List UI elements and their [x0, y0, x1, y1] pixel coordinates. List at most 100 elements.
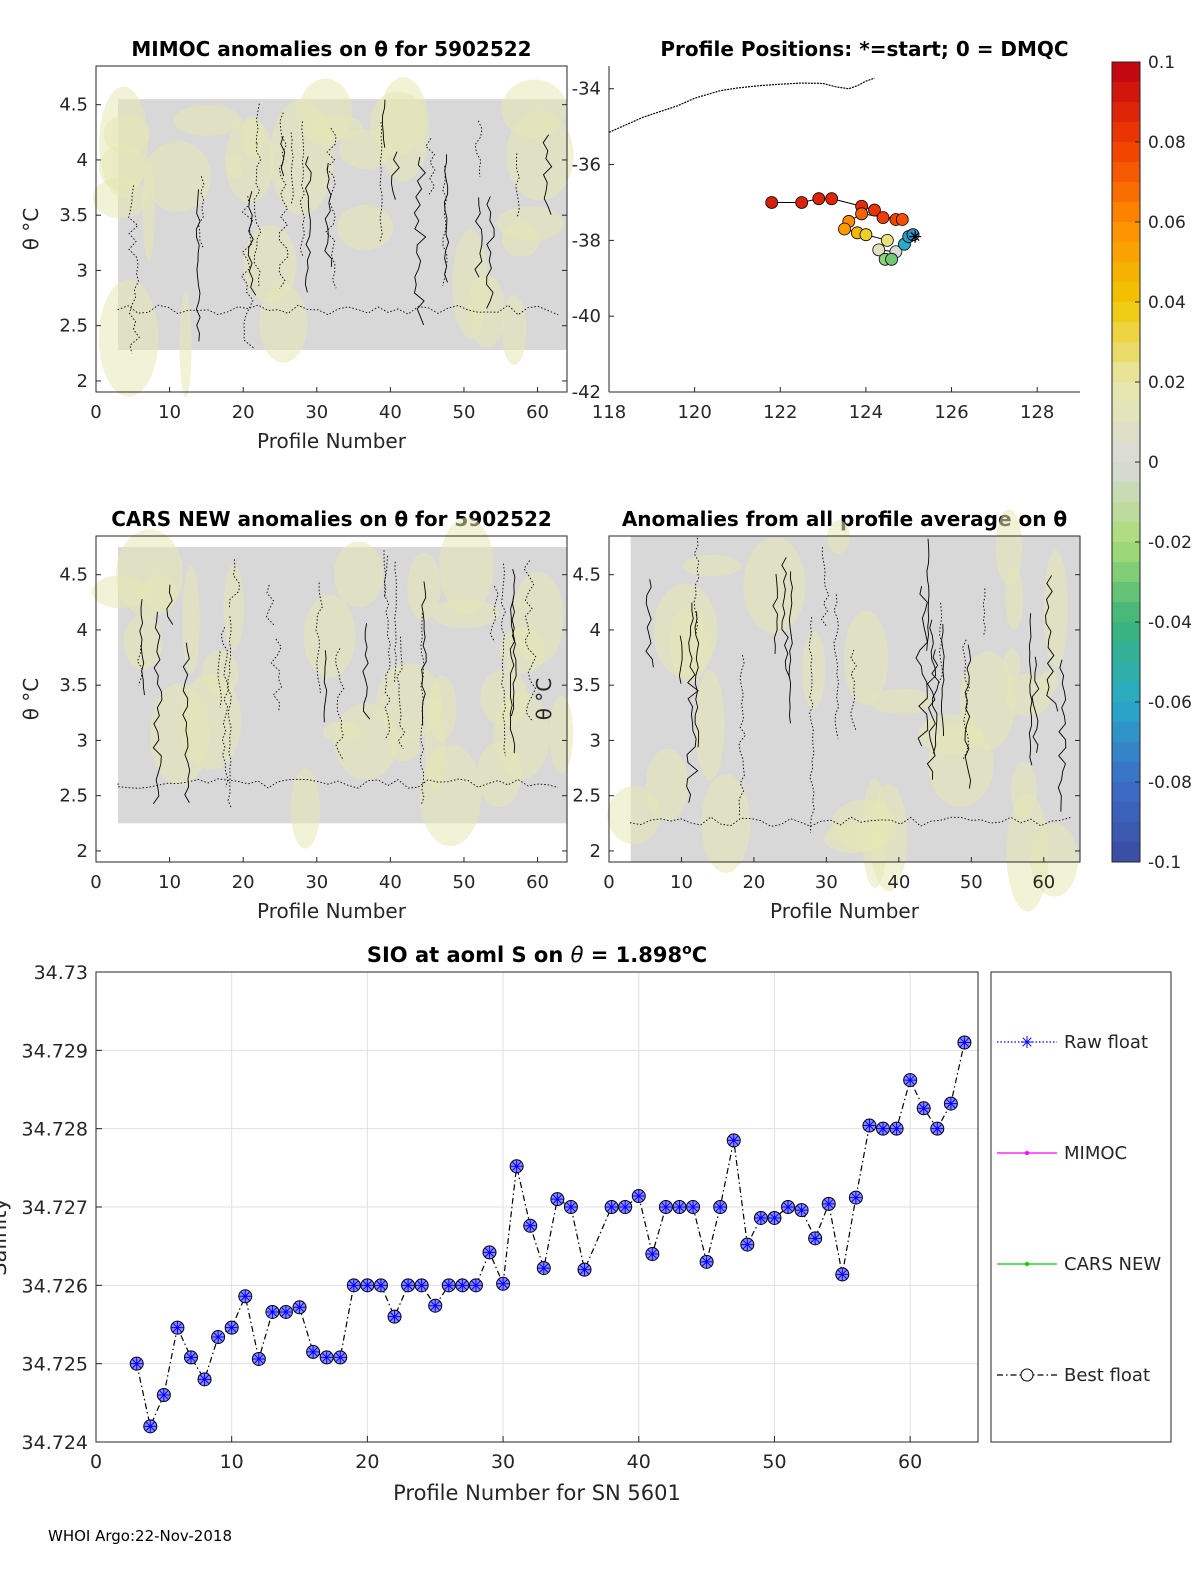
raw-float-point — [551, 1193, 564, 1206]
colorbar-segment — [1112, 62, 1140, 83]
cars-tint-patch — [512, 571, 564, 665]
mimoc-contour-line — [247, 191, 257, 296]
mimoc-panel: MIMOC anomalies on θ for 5902522 0 10 20 30 4… — [19, 37, 574, 453]
mimoc-tint-patch — [377, 76, 430, 182]
mimoc-tint-patch — [179, 292, 192, 398]
allprof-contour-line — [645, 579, 654, 668]
cars-xtick-label: 0 — [90, 872, 101, 893]
raw-float-point — [293, 1301, 306, 1314]
legend-label: Best float — [1064, 1365, 1150, 1386]
profile-position-marker — [825, 192, 839, 206]
mimoc-contour-line — [325, 127, 337, 289]
allprof-contour-line — [738, 655, 747, 816]
raw-float-point — [673, 1201, 686, 1213]
salinity-xtick-label: 60 — [898, 1451, 922, 1473]
mimoc-tint-patch — [298, 78, 353, 147]
allprof-contour-line — [982, 588, 986, 637]
allprof-contour-line — [820, 547, 830, 628]
mimoc-tint-patch — [98, 279, 159, 397]
mimoc-ytick-label: 3.5 — [59, 205, 88, 226]
cars-tint-patch — [493, 691, 550, 780]
cars-xtick-label: 20 — [232, 872, 255, 893]
positions-ytick-label: -42 — [572, 382, 601, 403]
raw-float-point — [361, 1279, 374, 1292]
salinity-ytick-label: 34.727 — [22, 1197, 88, 1219]
cars-panel: CARS NEW anomalies on θ for 5902522 0 10 20… — [19, 507, 574, 923]
allprof-ytick-label: 2 — [590, 841, 601, 862]
raw-float-point — [578, 1263, 591, 1276]
allprof-ytick-label: 3 — [590, 730, 601, 751]
salinity-ylabel: Salinity — [0, 1198, 11, 1276]
positions-ytick-label: -40 — [572, 306, 601, 327]
raw-float-point — [442, 1279, 455, 1292]
raw-float-point — [157, 1389, 170, 1401]
cars-contour-line — [182, 642, 191, 803]
legend-marker — [1020, 1368, 1034, 1382]
allprof-contour-line — [833, 594, 840, 739]
colorbar-segment — [1112, 622, 1140, 643]
allprof-contour-line — [781, 557, 791, 678]
allprof-tint-patch — [701, 773, 751, 873]
allprof-xtick-label: 40 — [887, 872, 910, 893]
mimoc-tint-patch — [99, 145, 147, 191]
raw-float-point — [646, 1248, 659, 1260]
raw-float-point — [374, 1279, 387, 1292]
raw-float-point — [877, 1122, 890, 1135]
raw-float-point — [130, 1357, 143, 1370]
cars-contour-line — [384, 555, 391, 741]
profile-position-marker — [880, 233, 894, 247]
raw-float-point — [917, 1102, 930, 1115]
raw-float-point — [456, 1279, 469, 1292]
raw-float-point — [279, 1305, 292, 1318]
mimoc-contour-line — [379, 121, 383, 243]
mimoc-xtick-label: 10 — [158, 402, 181, 423]
raw-float-point — [700, 1255, 713, 1268]
raw-float-point — [564, 1201, 577, 1213]
salinity-xtick-label: 0 — [90, 1451, 102, 1473]
mimoc-tint-patch — [452, 229, 489, 339]
mimoc-tint-patch — [501, 79, 567, 139]
raw-float-point — [537, 1262, 550, 1275]
salinity-xtick-label: 10 — [220, 1451, 244, 1473]
allprof-xtick-label: 10 — [670, 872, 693, 893]
allprof-tint-patch — [843, 610, 889, 706]
mimoc-xtick-label: 20 — [232, 402, 255, 423]
salinity-xtick-label: 50 — [762, 1451, 786, 1473]
raw-float-point — [659, 1201, 672, 1213]
allprof-tint-patch — [827, 520, 851, 554]
profile-position-marker — [795, 196, 809, 209]
colorbar-segment — [1112, 682, 1140, 703]
cars-ytick-label: 4 — [77, 620, 88, 641]
mimoc-contour-line — [542, 134, 553, 215]
positions-title: Profile Positions: *=start; 0 = DMQC — [660, 37, 1068, 61]
raw-float-point — [402, 1279, 415, 1292]
raw-float-point — [212, 1331, 225, 1344]
colorbar-tick-label: 0.04 — [1148, 293, 1186, 313]
colorbar-segment — [1112, 822, 1140, 843]
cars-contour-line — [362, 623, 371, 720]
colorbar-segment — [1112, 182, 1140, 203]
raw-float-point — [320, 1351, 333, 1364]
cars-contour-line — [393, 561, 397, 682]
salinity-ytick-label: 34.724 — [22, 1432, 88, 1454]
allprof-tint-patch — [870, 688, 935, 715]
allprof-contour-line — [694, 611, 700, 748]
mimoc-contour-line — [195, 189, 201, 342]
mimoc-contour-line — [324, 162, 333, 267]
allprof-ytick-label: 4.5 — [572, 565, 601, 586]
mimoc-frame — [95, 65, 568, 393]
allprof-tint-patch — [645, 748, 689, 821]
cars-tint-patch — [439, 517, 494, 615]
allprof-tint-patch — [695, 669, 725, 781]
allprof-tints — [607, 509, 1079, 912]
salinity-xtick-label: 20 — [355, 1451, 379, 1473]
positions-ytick-label: -36 — [572, 155, 601, 176]
cars-tint-patch — [424, 699, 446, 792]
mimoc-xtick-label: 0 — [90, 402, 101, 423]
colorbar-segment — [1112, 702, 1140, 723]
colorbar-segment — [1112, 242, 1140, 263]
raw-float-point — [429, 1299, 442, 1312]
profile-position-marker — [885, 252, 898, 266]
colorbar-segment — [1112, 342, 1140, 363]
allprof-contour-line — [926, 538, 930, 651]
